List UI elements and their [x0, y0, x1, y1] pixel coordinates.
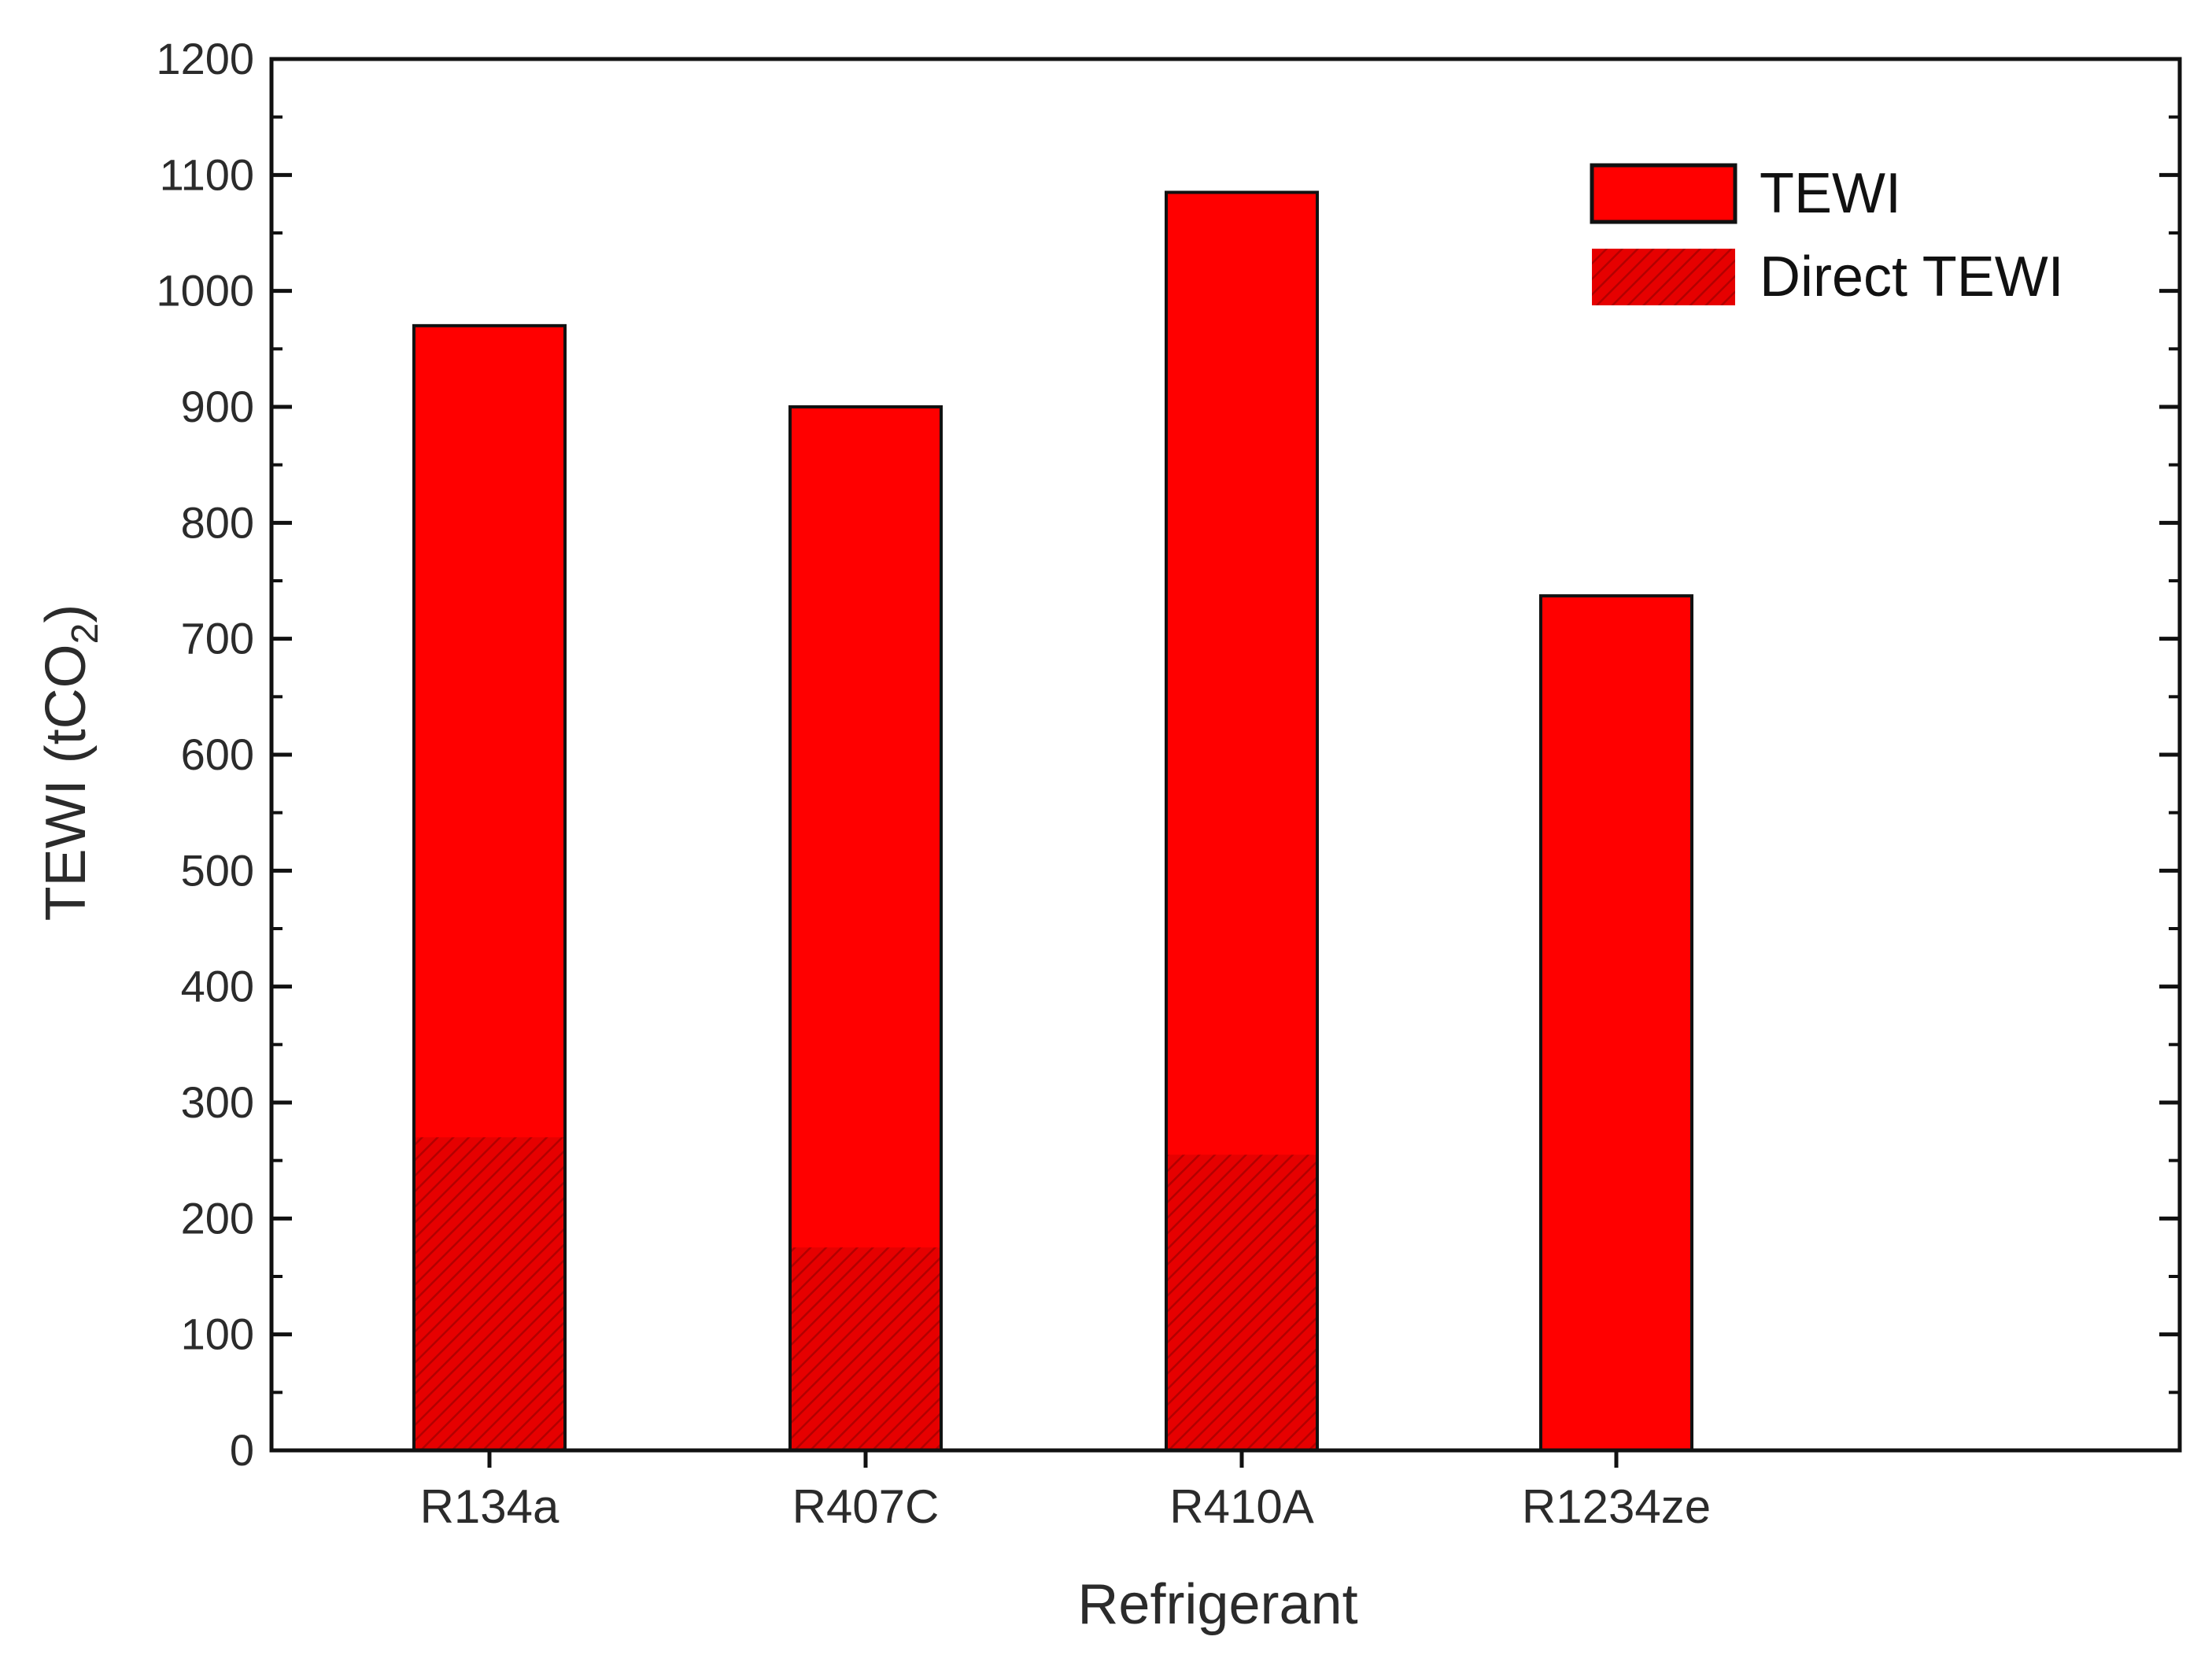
y-tick-label: 0 — [230, 1425, 254, 1475]
bar-direct-tewi-r134a — [415, 1137, 563, 1449]
y-tick-label: 700 — [181, 614, 254, 663]
y-tick-label: 600 — [181, 730, 254, 779]
legend-label-direct-tewi: Direct TEWI — [1760, 246, 2064, 308]
x-tick-label-r1234ze: R1234ze — [1522, 1480, 1711, 1533]
x-tick-label-r134a: R134a — [420, 1480, 559, 1533]
y-tick-label: 100 — [181, 1310, 254, 1359]
bar-direct-tewi-r407c — [792, 1247, 940, 1449]
legend: TEWI Direct TEWI — [1590, 162, 2064, 308]
x-axis-title: Refrigerant — [1077, 1573, 1357, 1636]
x-tick-label-r410a: R410A — [1169, 1480, 1313, 1533]
labels-layer: R134a R407C R410A R1234ze 0 100 200 300 400 500 60… — [156, 34, 1711, 1533]
y-tick-label: 300 — [181, 1077, 254, 1127]
y-tick-label: 1100 — [160, 150, 254, 199]
x-tick-label-r407c: R407C — [792, 1480, 940, 1533]
bar-tewi-r1234ze — [1539, 594, 1693, 1452]
y-tick-label: 500 — [181, 845, 254, 895]
legend-swatch-tewi — [1590, 163, 1737, 224]
bars-layer — [412, 190, 1693, 1452]
y-tick-label: 1000 — [156, 266, 254, 316]
y-tick-label: 400 — [181, 962, 254, 1011]
y-tick-label: 1200 — [156, 34, 254, 83]
y-axis-title-close: ) — [35, 604, 98, 623]
y-tick-label: 900 — [181, 382, 254, 431]
legend-swatch-direct-tewi — [1592, 249, 1735, 305]
legend-label-tewi: TEWI — [1760, 162, 1901, 225]
ticks-layer — [271, 57, 2180, 1468]
y-axis-title: TEWI (tCO2) — [35, 604, 106, 922]
y-tick-label: 800 — [181, 497, 254, 547]
y-axis-title-subscript: 2 — [65, 623, 106, 645]
bar-direct-tewi-r410a — [1168, 1154, 1316, 1449]
y-axis-title-main: TEWI (tCO — [35, 644, 98, 921]
y-tick-label: 200 — [181, 1193, 254, 1243]
